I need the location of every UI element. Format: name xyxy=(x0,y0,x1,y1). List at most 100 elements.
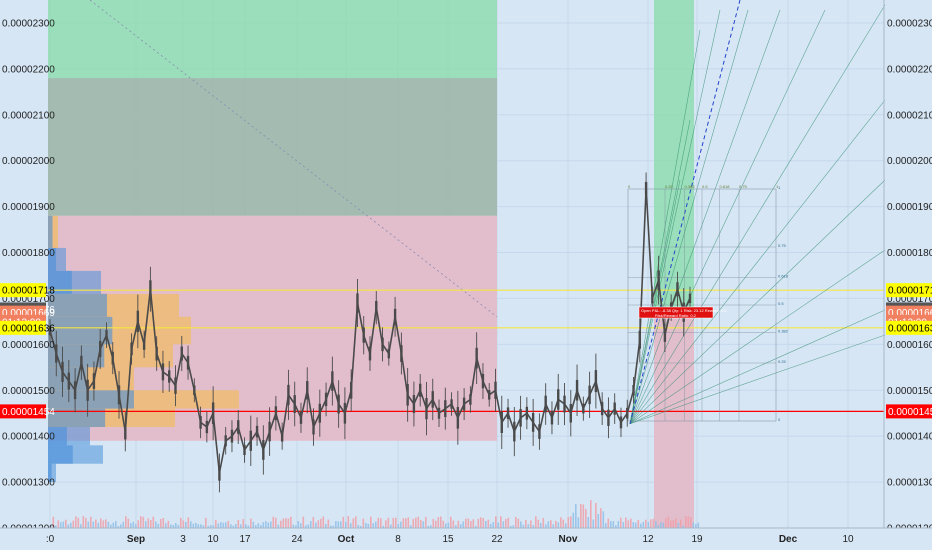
volume-bar xyxy=(675,518,677,528)
candle-body xyxy=(538,424,541,439)
volume-bar xyxy=(685,516,687,528)
volume-bar xyxy=(285,518,287,528)
volume-bar xyxy=(50,526,52,528)
candle-body xyxy=(105,330,108,341)
price-tick-right: 0.00001300 xyxy=(887,478,932,489)
candle-body xyxy=(481,373,485,389)
volume-bar xyxy=(172,524,175,528)
volume-bar xyxy=(455,525,457,528)
price-tag-right-text: 0.00001669 xyxy=(888,308,932,319)
profile-bar xyxy=(48,463,56,483)
volume-bar xyxy=(282,518,285,528)
volume-bar xyxy=(440,516,442,528)
volume-bar xyxy=(610,521,612,528)
volume-bar xyxy=(607,518,610,528)
volume-bar xyxy=(95,519,97,528)
volume-bar xyxy=(122,521,125,528)
candle-body xyxy=(525,406,529,420)
candle-body xyxy=(375,300,378,315)
volume-bar xyxy=(287,518,290,528)
price-tag-left-text: 0.00001669 xyxy=(2,308,55,319)
volume-bar xyxy=(247,525,250,528)
volume-bar xyxy=(690,517,692,528)
price-tick-left: 0.00001600 xyxy=(2,340,55,351)
volume-bar xyxy=(672,520,675,528)
volume-bar xyxy=(157,523,160,528)
volume-bar xyxy=(567,517,570,528)
candle-body xyxy=(218,465,221,481)
candle-body xyxy=(644,181,648,195)
price-tick-right: 0.00001900 xyxy=(887,202,932,213)
price-tick-left: 0.00002200 xyxy=(2,64,55,75)
price-tick-left: 0.00002000 xyxy=(2,156,55,167)
volume-bar xyxy=(92,521,95,528)
volume-bar xyxy=(550,520,552,528)
profile-bar-inner xyxy=(48,316,113,345)
volume-bar xyxy=(665,518,667,528)
candle-body xyxy=(619,416,623,429)
volume-bar xyxy=(305,525,307,528)
volume-bar xyxy=(385,520,387,528)
volume-bar xyxy=(637,519,640,528)
volume-bar xyxy=(100,518,102,528)
volume-bar xyxy=(410,525,412,528)
volume-bar xyxy=(452,520,455,528)
volume-bar xyxy=(587,516,590,528)
volume-bar xyxy=(182,520,185,528)
volume-bar xyxy=(275,517,277,528)
candle-body xyxy=(61,361,64,382)
candle-body xyxy=(136,310,140,333)
volume-bar xyxy=(180,517,182,528)
volume-bar xyxy=(382,525,385,528)
volume-bar xyxy=(265,521,267,528)
volume-bar xyxy=(447,522,450,528)
volume-bar xyxy=(692,522,695,528)
volume-bar xyxy=(632,522,635,528)
fan-line xyxy=(629,9,826,424)
horizontal-lines[interactable] xyxy=(48,289,884,412)
candle-body xyxy=(418,383,422,397)
candle-body xyxy=(224,435,227,447)
volume-bar xyxy=(677,522,680,528)
volume-bar xyxy=(387,517,390,528)
candle-body xyxy=(626,407,629,419)
volume-bar xyxy=(190,521,192,528)
volume-bar xyxy=(552,524,555,528)
volume-bar xyxy=(225,522,227,528)
volume-bar xyxy=(355,516,357,528)
order-label-box xyxy=(638,306,714,319)
fib-label-top: 0.618 xyxy=(719,184,730,189)
time-tick: 10 xyxy=(207,534,219,545)
time-tick: :0 xyxy=(46,534,55,545)
volume-bar xyxy=(695,524,697,528)
volume-bar xyxy=(475,525,477,528)
volume-bar xyxy=(540,522,542,528)
profile-bar-inner xyxy=(48,426,67,446)
volume-bar xyxy=(235,524,237,528)
time-axis[interactable]: :0 Sep 3 10 17 24 Oct 8 15 22 Nov 12 19 Dec 10 xyxy=(0,527,932,550)
price-tag-right xyxy=(886,320,932,335)
volume-bar xyxy=(535,516,537,528)
volume-bar xyxy=(97,522,100,528)
fan-line xyxy=(629,179,681,424)
volume-bar xyxy=(52,516,55,528)
time-axis-background xyxy=(0,528,932,550)
volume-bar xyxy=(510,525,512,528)
volume-bar xyxy=(257,523,260,528)
time-tick: 19 xyxy=(691,534,703,545)
candle-body xyxy=(506,407,510,420)
volume-bar xyxy=(412,518,415,528)
candle-body xyxy=(588,385,591,405)
price-tick-right: 0.00001500 xyxy=(887,386,932,397)
fan-line xyxy=(629,9,721,424)
volume-bar xyxy=(545,524,547,528)
volume-bar xyxy=(72,520,75,528)
fib-label-right: 0.5 xyxy=(778,301,784,306)
volume-bar xyxy=(480,517,482,528)
volume-bar xyxy=(360,525,362,528)
volume-bar xyxy=(290,516,292,528)
volume-bar xyxy=(612,521,615,528)
profile-bar-inner xyxy=(48,390,134,409)
